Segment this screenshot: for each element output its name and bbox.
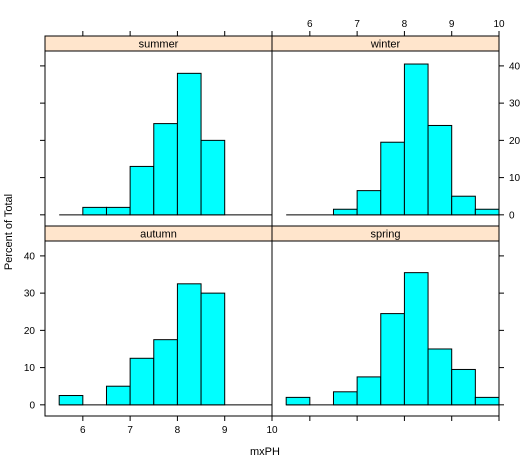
- y-axis-label: Percent of Total: [3, 194, 15, 270]
- bar-winter-7: [451, 195, 476, 216]
- bar-winter-5: [403, 63, 429, 216]
- panel-summer: summer: [44, 35, 273, 227]
- x-tick-label: 9: [449, 19, 455, 30]
- bar-autumn-6: [200, 292, 226, 406]
- y-tick-label: 0: [29, 400, 35, 411]
- strip-label-autumn: autumn: [140, 229, 177, 241]
- y-tick-label: 0: [509, 210, 515, 221]
- bar-winter-4: [380, 141, 405, 216]
- panel-frame-spring: [271, 240, 500, 417]
- y-tick-label: 40: [24, 251, 36, 262]
- y-tick-label: 30: [24, 289, 36, 300]
- bar-autumn-3: [129, 357, 155, 406]
- y-tick-label: 10: [24, 363, 36, 374]
- strip-label-winter: winter: [370, 39, 401, 51]
- bar-spring-8: [474, 396, 500, 406]
- bar-spring-5: [403, 272, 429, 406]
- x-tick-label: 10: [266, 425, 278, 436]
- bar-spring-4: [380, 313, 405, 406]
- panels-group: summer winter autumn spring: [44, 35, 500, 417]
- bar-winter-2: [332, 208, 358, 216]
- bar-winter-6: [427, 124, 453, 216]
- bar-spring-6: [427, 348, 453, 406]
- y-tick-label: 30: [509, 99, 521, 110]
- x-tick-label: 8: [402, 19, 408, 30]
- bar-winter-3: [356, 190, 382, 216]
- bar-summer-4: [153, 123, 178, 216]
- bar-summer-3: [129, 165, 155, 216]
- axes-group: 6 7 8 9 10 6 7 8 9 10 0 10 20 30 40 0 10 20 30 40: [24, 19, 521, 436]
- strip-label-summer: summer: [139, 39, 179, 51]
- bar-summer-1: [82, 206, 107, 216]
- x-tick-label: 7: [127, 425, 133, 436]
- bar-spring-2: [332, 391, 358, 406]
- bar-spring-0: [285, 396, 311, 406]
- bar-autumn-5: [176, 283, 202, 406]
- y-tick-label: 40: [509, 61, 521, 72]
- x-tick-label: 8: [175, 425, 181, 436]
- panel-winter: winter: [271, 35, 500, 227]
- panel-autumn: autumn: [44, 225, 273, 417]
- x-tick-label: 10: [493, 19, 505, 30]
- bar-summer-6: [200, 139, 226, 216]
- bar-autumn-4: [153, 339, 178, 406]
- x-tick-label: 7: [354, 19, 360, 30]
- bar-autumn-0: [58, 395, 84, 406]
- bar-spring-7: [451, 368, 476, 406]
- bar-autumn-2: [105, 385, 131, 406]
- x-tick-label: 9: [222, 425, 228, 436]
- panel-spring: spring: [271, 225, 500, 417]
- x-tick-label: 6: [80, 425, 86, 436]
- strip-label-spring: spring: [371, 229, 401, 241]
- y-tick-label: 10: [509, 173, 521, 184]
- y-tick-label: 20: [24, 326, 36, 337]
- x-axis-label: mxPH: [250, 446, 280, 458]
- bar-spring-3: [356, 376, 382, 406]
- x-tick-label: 6: [307, 19, 313, 30]
- y-tick-label: 20: [509, 136, 521, 147]
- bar-summer-2: [105, 206, 131, 216]
- bar-summer-5: [176, 72, 202, 216]
- bar-winter-8: [474, 208, 500, 216]
